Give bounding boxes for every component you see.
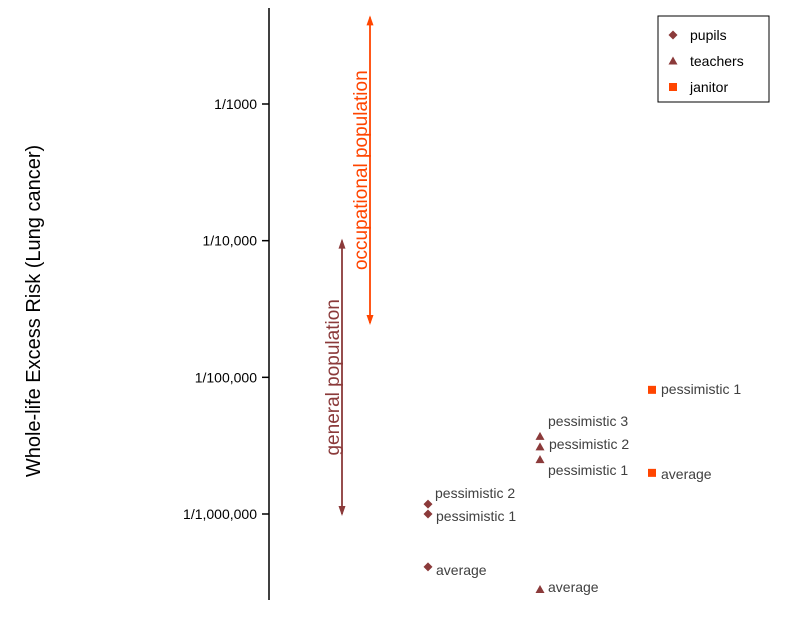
data-points: pessimistic 2 pessimistic 1 average pessimi… bbox=[423, 381, 741, 595]
range-arrowhead-top bbox=[366, 15, 374, 26]
janitor-marker bbox=[648, 468, 656, 477]
legend: pupils teachers janitor bbox=[657, 15, 770, 103]
population-ranges: general population occupational populatio… bbox=[323, 15, 374, 516]
teachers-marker bbox=[535, 585, 545, 594]
legend-entry-label: janitor bbox=[689, 79, 728, 95]
legend-entry-label: pupils bbox=[690, 27, 727, 43]
y-axis-label: Whole-life Excess Risk (Lung cancer) bbox=[23, 145, 45, 477]
point-label: average bbox=[661, 466, 712, 482]
y-tick-label: 1/10,000 bbox=[203, 233, 258, 249]
point-label: pessimistic 2 bbox=[549, 436, 629, 452]
point-label: pessimistic 1 bbox=[548, 462, 628, 478]
range-label: general population bbox=[323, 299, 344, 455]
y-axis-ticks: 1/1000 1/10,000 1/100,000 1/1,000,000 bbox=[183, 96, 269, 522]
legend-square-icon bbox=[669, 83, 677, 91]
teachers-marker bbox=[535, 431, 545, 440]
teachers-marker bbox=[535, 442, 545, 451]
point-label: average bbox=[436, 562, 487, 578]
point-label: pessimistic 1 bbox=[661, 381, 741, 397]
range-arrowhead-bottom bbox=[338, 506, 346, 516]
y-tick-label: 1/1000 bbox=[214, 96, 257, 112]
point-label: average bbox=[548, 579, 599, 595]
point-label: pessimistic 1 bbox=[436, 508, 516, 524]
y-tick-label: 1/1,000,000 bbox=[183, 506, 257, 522]
janitor-marker bbox=[648, 385, 656, 394]
range-arrowhead-top bbox=[338, 238, 346, 249]
pupils-marker bbox=[423, 499, 433, 509]
legend-diamond-icon bbox=[668, 30, 678, 40]
teachers-marker bbox=[535, 455, 545, 464]
y-tick-label: 1/100,000 bbox=[195, 369, 257, 385]
legend-entry-label: teachers bbox=[690, 53, 744, 69]
range-arrowhead-bottom bbox=[366, 314, 374, 325]
pupils-marker bbox=[423, 562, 433, 572]
point-label: pessimistic 3 bbox=[548, 413, 628, 429]
pupils-marker bbox=[423, 509, 433, 519]
legend-triangle-icon bbox=[668, 56, 678, 65]
range-label: occupational population bbox=[351, 70, 372, 270]
point-label: pessimistic 2 bbox=[435, 485, 515, 501]
